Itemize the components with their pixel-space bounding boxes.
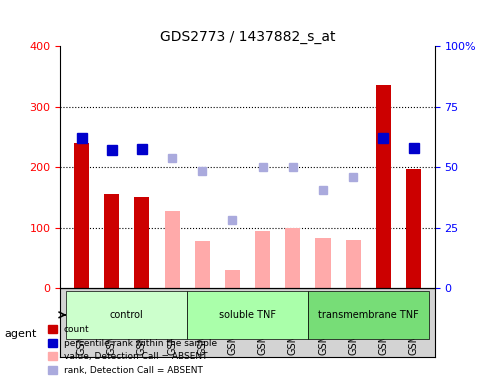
- Text: control: control: [110, 310, 143, 320]
- Bar: [315, 238, 330, 288]
- Bar: [225, 270, 240, 288]
- Bar: [165, 210, 180, 288]
- Bar: [285, 227, 300, 288]
- Bar: [195, 241, 210, 288]
- Bar: [255, 230, 270, 288]
- FancyBboxPatch shape: [187, 291, 308, 339]
- Legend: count, percentile rank within the sample, value, Detection Call = ABSENT, rank, : count, percentile rank within the sample…: [43, 320, 222, 379]
- Title: GDS2773 / 1437882_s_at: GDS2773 / 1437882_s_at: [160, 30, 335, 44]
- Bar: [406, 169, 421, 288]
- Bar: [134, 197, 149, 288]
- FancyBboxPatch shape: [67, 291, 187, 339]
- Bar: [376, 85, 391, 288]
- Text: soluble TNF: soluble TNF: [219, 310, 276, 320]
- Text: agent: agent: [5, 329, 37, 339]
- Bar: [346, 240, 361, 288]
- Text: transmembrane TNF: transmembrane TNF: [318, 310, 419, 320]
- Bar: [74, 143, 89, 288]
- FancyBboxPatch shape: [308, 291, 429, 339]
- Bar: [104, 194, 119, 288]
